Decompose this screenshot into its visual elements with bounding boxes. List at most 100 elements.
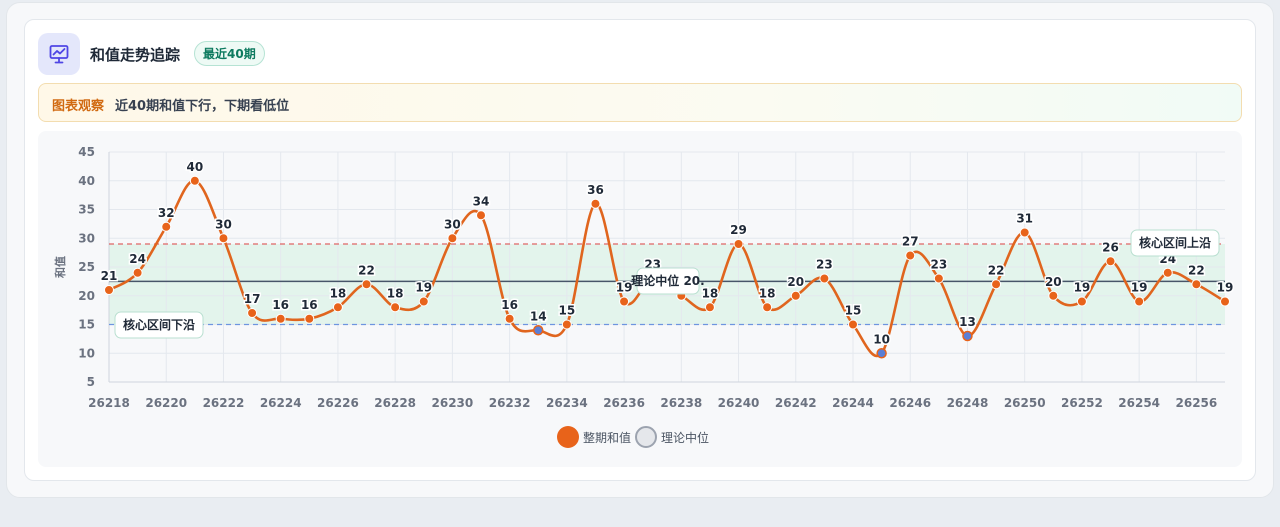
data-label: 19 [1074, 281, 1091, 295]
observation-banner: 图表观察 近40期和值下行，下期看低位 [38, 83, 1242, 122]
legend-swatch-sum [557, 426, 579, 448]
data-point [1048, 290, 1059, 301]
data-label: 15 [558, 304, 575, 318]
observation-text: 近40期和值下行，下期看低位 [115, 99, 290, 114]
data-label: 14 [530, 309, 547, 323]
y-axis-title: 和值 [53, 256, 67, 278]
y-tick-label: 20 [78, 289, 95, 303]
median-annotation: 理论中位 20. [631, 273, 704, 288]
data-label: 19 [1217, 281, 1234, 295]
y-tick-label: 25 [78, 260, 95, 274]
data-label: 13 [959, 315, 976, 329]
data-label: 19 [616, 281, 633, 295]
data-label: 26 [1102, 240, 1119, 254]
x-tick-label: 26252 [1061, 396, 1103, 410]
x-tick-label: 26238 [660, 396, 702, 410]
legend-item-sum[interactable]: 整期和值 [557, 426, 631, 448]
legend-swatch-median [635, 426, 658, 448]
data-label: 18 [330, 286, 347, 300]
x-tick-label: 26228 [374, 396, 416, 410]
x-tick-label: 26232 [489, 396, 531, 410]
lower-bound-annotation: 核心区间下沿 [123, 317, 195, 332]
legend-item-median[interactable]: 理论中位 [635, 426, 709, 448]
data-point [1162, 267, 1173, 278]
data-label: 19 [1131, 281, 1148, 295]
x-tick-label: 26220 [145, 396, 187, 410]
chart-presentation-icon [38, 33, 80, 75]
x-tick-label: 26248 [947, 396, 989, 410]
data-label: 18 [759, 286, 776, 300]
x-tick-label: 26240 [718, 396, 760, 410]
data-label: 18 [387, 286, 404, 300]
data-label: 40 [186, 160, 203, 174]
y-tick-label: 35 [78, 203, 95, 217]
data-point [733, 239, 744, 249]
data-point [132, 267, 143, 278]
data-point [504, 313, 515, 324]
y-tick-label: 40 [78, 174, 95, 188]
data-point [1105, 256, 1116, 267]
data-label: 16 [301, 298, 318, 312]
legend-label-median: 理论中位 [661, 430, 710, 445]
x-tick-label: 26244 [832, 396, 874, 410]
x-tick-label: 26236 [603, 396, 645, 410]
data-point [476, 210, 486, 221]
data-point [561, 319, 572, 330]
data-point [991, 279, 1002, 290]
data-point [104, 285, 114, 295]
data-label: 23 [816, 258, 833, 272]
observation-label: 图表观察 [52, 99, 105, 114]
data-label: 22 [988, 263, 1005, 277]
data-point [905, 250, 916, 261]
data-label: 30 [444, 217, 461, 231]
data-point [1191, 279, 1202, 290]
data-point [1134, 296, 1145, 307]
lower-bound-annotation-box [114, 311, 204, 339]
data-label: 19 [415, 281, 432, 295]
data-label: 24 [129, 252, 146, 266]
x-tick-label: 26250 [1004, 396, 1046, 410]
data-point [790, 290, 801, 301]
data-point [704, 302, 715, 313]
data-point [1220, 296, 1230, 307]
data-point [332, 302, 343, 313]
data-point [418, 296, 429, 307]
data-label: 32 [158, 206, 175, 220]
data-label: 15 [845, 304, 862, 318]
x-tick-label: 26254 [1118, 396, 1160, 410]
data-point [275, 313, 286, 324]
data-label: 36 [587, 183, 604, 197]
data-point [819, 273, 830, 284]
y-tick-label: 45 [78, 145, 95, 159]
x-tick-label: 26256 [1176, 396, 1218, 410]
data-label: 20 [1045, 275, 1062, 289]
y-tick-label: 5 [87, 375, 95, 389]
card-title: 和值走势追踪 [90, 46, 181, 64]
data-point [161, 221, 172, 232]
data-point [361, 279, 372, 290]
data-label: 31 [1016, 212, 1033, 226]
data-label: 23 [930, 258, 947, 272]
data-label: 34 [473, 194, 490, 208]
data-label: 18 [702, 286, 719, 300]
data-point [762, 302, 773, 313]
data-label: 21 [101, 269, 118, 283]
data-point [619, 296, 630, 307]
data-point [962, 330, 973, 342]
data-point [848, 319, 858, 330]
data-point [247, 308, 258, 318]
legend-label-sum: 整期和值 [583, 430, 632, 445]
y-tick-label: 15 [78, 318, 95, 332]
data-label: 27 [902, 235, 919, 249]
period-badge: 最近40期 [194, 41, 265, 66]
data-label: 16 [272, 298, 289, 312]
upper-bound-annotation: 核心区间上沿 [1139, 235, 1211, 250]
data-point [590, 198, 601, 209]
y-tick-label: 10 [78, 346, 95, 360]
x-tick-label: 26226 [317, 396, 359, 410]
x-tick-label: 26222 [203, 396, 245, 410]
data-point [1019, 227, 1030, 238]
data-point [189, 175, 200, 186]
x-tick-label: 26242 [775, 396, 817, 410]
